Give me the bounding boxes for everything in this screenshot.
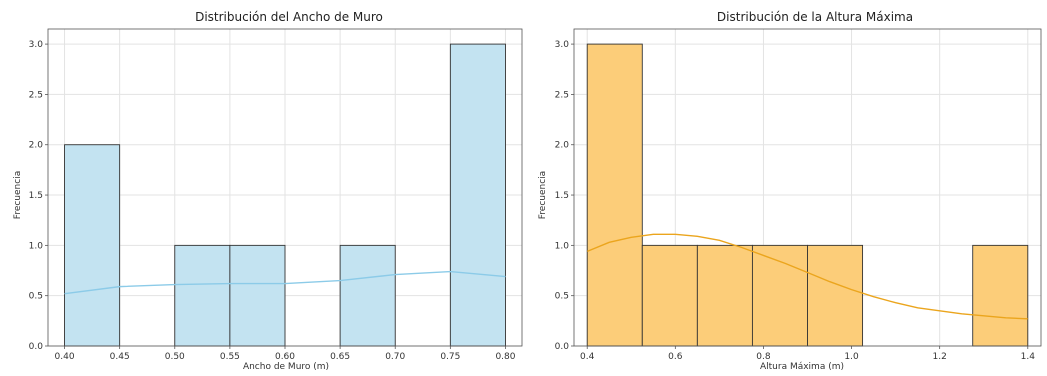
y-tick-label: 3.0 [555,40,570,50]
histogram-bar [229,244,286,347]
y-tick-label: 1.5 [29,191,43,201]
y-tick-label: 2.5 [555,90,569,100]
y-tick-label: 1.0 [29,241,44,251]
histogram-bar [696,244,753,347]
histogram-bar [586,43,643,347]
x-axis-label: Altura Máxima (m) [760,362,844,372]
histogram-bar [972,244,1029,347]
y-tick-label: 3.0 [29,40,44,50]
y-tick-label: 1.5 [555,191,569,201]
plot-frame [573,28,1042,347]
x-tick-label: 0.50 [165,352,185,362]
bars [64,43,506,347]
chart-altura-maxima: Distribución de la Altura Máxima Altura … [538,10,1042,372]
x-tick-label: 0.4 [580,352,595,362]
x-tick-label: 0.40 [55,352,75,362]
y-tick-label: 2.5 [29,90,43,100]
y-tick-label: 2.0 [555,141,570,151]
histogram-bar [174,244,231,347]
x-tick-label: 0.70 [385,352,405,362]
x-tick-label: 0.75 [440,352,460,362]
x-tick-label: 0.55 [220,352,240,362]
y-tick-label: 1.0 [555,241,570,251]
y-tick-label: 2.0 [29,141,44,151]
ticks: 0.40 0.45 0.50 0.55 0.60 0.65 0.70 0.75 0.80 0.0 0… [29,40,516,362]
y-tick-label: 0.0 [555,342,570,352]
y-tick-label: 0.5 [555,292,569,302]
x-tick-label: 0.45 [110,352,130,362]
histogram-bar [641,244,698,347]
histogram-bar [807,244,864,347]
x-tick-label: 0.80 [495,352,515,362]
ticks: 0.4 0.6 0.8 1.0 1.2 1.4 0.0 0.5 1.0 1.5 2.0 2.5 3.0 [555,40,1036,362]
chart-title: Distribución de la Altura Máxima [717,10,913,24]
x-tick-label: 1.0 [844,352,859,362]
y-tick-label: 0.5 [29,292,43,302]
bars [586,43,1029,347]
x-tick-label: 0.6 [668,352,683,362]
kde-line [586,233,1028,320]
x-tick-label: 0.60 [275,352,295,362]
y-axis-label: Frecuencia [538,171,548,219]
x-tick-label: 1.4 [1021,352,1036,362]
histogram-bar [751,244,808,347]
x-axis-label: Ancho de Muro (m) [243,362,329,372]
histogram-bar [339,244,396,347]
histogram-bar [64,144,121,347]
x-tick-label: 1.2 [933,352,947,362]
chart-title: Distribución del Ancho de Muro [195,10,383,24]
histogram-bar [449,43,506,347]
kde-line [64,270,506,295]
x-tick-label: 0.65 [330,352,350,362]
x-tick-label: 0.8 [756,352,771,362]
chart-ancho-de-muro: Distribución del Ancho de Muro Ancho de … [13,10,523,372]
y-tick-label: 0.0 [29,342,44,352]
y-axis-label: Frecuencia [13,171,23,219]
